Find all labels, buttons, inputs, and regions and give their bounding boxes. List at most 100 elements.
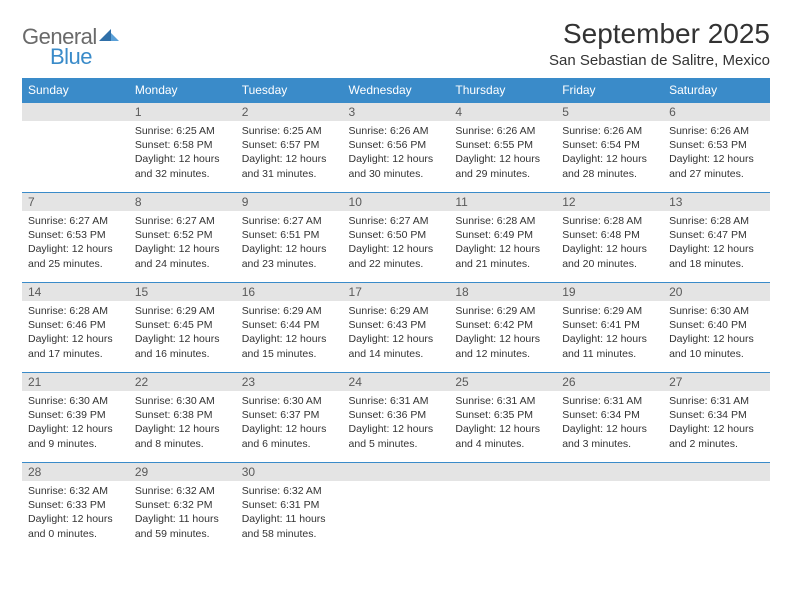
daylight-text: and 29 minutes. — [455, 167, 550, 181]
day-cell — [22, 103, 129, 193]
day-number: 18 — [449, 283, 556, 301]
day-cell: 29Sunrise: 6:32 AMSunset: 6:32 PMDayligh… — [129, 463, 236, 553]
sunrise-text: Sunrise: 6:27 AM — [349, 214, 444, 228]
day-cell — [449, 463, 556, 553]
day-details: Sunrise: 6:26 AMSunset: 6:54 PMDaylight:… — [556, 121, 663, 187]
daylight-text: Daylight: 12 hours — [455, 422, 550, 436]
day-cell: 6Sunrise: 6:26 AMSunset: 6:53 PMDaylight… — [663, 103, 770, 193]
sunrise-text: Sunrise: 6:29 AM — [349, 304, 444, 318]
daylight-text: Daylight: 12 hours — [242, 332, 337, 346]
sunset-text: Sunset: 6:44 PM — [242, 318, 337, 332]
day-details: Sunrise: 6:27 AMSunset: 6:51 PMDaylight:… — [236, 211, 343, 277]
day-details: Sunrise: 6:26 AMSunset: 6:53 PMDaylight:… — [663, 121, 770, 187]
calendar-table: Sunday Monday Tuesday Wednesday Thursday… — [22, 78, 770, 553]
daylight-text: Daylight: 12 hours — [562, 332, 657, 346]
daylight-text: and 6 minutes. — [242, 437, 337, 451]
daylight-text: and 8 minutes. — [135, 437, 230, 451]
day-details: Sunrise: 6:26 AMSunset: 6:56 PMDaylight:… — [343, 121, 450, 187]
day-cell: 8Sunrise: 6:27 AMSunset: 6:52 PMDaylight… — [129, 193, 236, 283]
daylight-text: Daylight: 12 hours — [242, 242, 337, 256]
sunrise-text: Sunrise: 6:25 AM — [242, 124, 337, 138]
daylight-text: Daylight: 12 hours — [562, 422, 657, 436]
daylight-text: and 24 minutes. — [135, 257, 230, 271]
day-cell: 19Sunrise: 6:29 AMSunset: 6:41 PMDayligh… — [556, 283, 663, 373]
sunset-text: Sunset: 6:50 PM — [349, 228, 444, 242]
day-cell: 16Sunrise: 6:29 AMSunset: 6:44 PMDayligh… — [236, 283, 343, 373]
sunset-text: Sunset: 6:31 PM — [242, 498, 337, 512]
sunset-text: Sunset: 6:53 PM — [669, 138, 764, 152]
sunset-text: Sunset: 6:37 PM — [242, 408, 337, 422]
day-number: 15 — [129, 283, 236, 301]
day-details: Sunrise: 6:27 AMSunset: 6:52 PMDaylight:… — [129, 211, 236, 277]
day-cell: 11Sunrise: 6:28 AMSunset: 6:49 PMDayligh… — [449, 193, 556, 283]
day-details: Sunrise: 6:29 AMSunset: 6:45 PMDaylight:… — [129, 301, 236, 367]
daylight-text: and 0 minutes. — [28, 527, 123, 541]
day-number — [449, 463, 556, 481]
day-number: 29 — [129, 463, 236, 481]
daylight-text: and 21 minutes. — [455, 257, 550, 271]
sunrise-text: Sunrise: 6:27 AM — [135, 214, 230, 228]
day-number: 20 — [663, 283, 770, 301]
sunset-text: Sunset: 6:46 PM — [28, 318, 123, 332]
daylight-text: Daylight: 12 hours — [28, 512, 123, 526]
daylight-text: and 27 minutes. — [669, 167, 764, 181]
day-number: 7 — [22, 193, 129, 211]
daylight-text: Daylight: 12 hours — [455, 332, 550, 346]
day-number: 22 — [129, 373, 236, 391]
sunset-text: Sunset: 6:51 PM — [242, 228, 337, 242]
day-details: Sunrise: 6:28 AMSunset: 6:47 PMDaylight:… — [663, 211, 770, 277]
day-number: 11 — [449, 193, 556, 211]
daylight-text: and 20 minutes. — [562, 257, 657, 271]
day-details: Sunrise: 6:31 AMSunset: 6:35 PMDaylight:… — [449, 391, 556, 457]
sunset-text: Sunset: 6:56 PM — [349, 138, 444, 152]
day-header: Saturday — [663, 78, 770, 103]
day-cell: 9Sunrise: 6:27 AMSunset: 6:51 PMDaylight… — [236, 193, 343, 283]
day-number: 8 — [129, 193, 236, 211]
sunrise-text: Sunrise: 6:29 AM — [135, 304, 230, 318]
daylight-text: and 10 minutes. — [669, 347, 764, 361]
day-details: Sunrise: 6:29 AMSunset: 6:42 PMDaylight:… — [449, 301, 556, 367]
daylight-text: Daylight: 12 hours — [349, 242, 444, 256]
sunset-text: Sunset: 6:49 PM — [455, 228, 550, 242]
day-details: Sunrise: 6:31 AMSunset: 6:36 PMDaylight:… — [343, 391, 450, 457]
day-number: 25 — [449, 373, 556, 391]
day-number: 26 — [556, 373, 663, 391]
daylight-text: and 11 minutes. — [562, 347, 657, 361]
day-details: Sunrise: 6:25 AMSunset: 6:57 PMDaylight:… — [236, 121, 343, 187]
day-cell — [663, 463, 770, 553]
day-number: 23 — [236, 373, 343, 391]
sunset-text: Sunset: 6:34 PM — [562, 408, 657, 422]
day-number — [556, 463, 663, 481]
title-block: September 2025 San Sebastian de Salitre,… — [549, 18, 770, 69]
sunset-text: Sunset: 6:58 PM — [135, 138, 230, 152]
day-number: 17 — [343, 283, 450, 301]
day-cell: 24Sunrise: 6:31 AMSunset: 6:36 PMDayligh… — [343, 373, 450, 463]
sunset-text: Sunset: 6:57 PM — [242, 138, 337, 152]
daylight-text: Daylight: 12 hours — [135, 422, 230, 436]
week-row: 21Sunrise: 6:30 AMSunset: 6:39 PMDayligh… — [22, 373, 770, 463]
sunrise-text: Sunrise: 6:28 AM — [562, 214, 657, 228]
day-details: Sunrise: 6:28 AMSunset: 6:46 PMDaylight:… — [22, 301, 129, 367]
sunrise-text: Sunrise: 6:27 AM — [242, 214, 337, 228]
day-number — [343, 463, 450, 481]
daylight-text: Daylight: 12 hours — [28, 332, 123, 346]
sunset-text: Sunset: 6:35 PM — [455, 408, 550, 422]
sunset-text: Sunset: 6:33 PM — [28, 498, 123, 512]
daylight-text: and 30 minutes. — [349, 167, 444, 181]
sunrise-text: Sunrise: 6:26 AM — [562, 124, 657, 138]
day-cell — [343, 463, 450, 553]
day-number: 19 — [556, 283, 663, 301]
day-cell: 3Sunrise: 6:26 AMSunset: 6:56 PMDaylight… — [343, 103, 450, 193]
day-header: Wednesday — [343, 78, 450, 103]
day-cell: 22Sunrise: 6:30 AMSunset: 6:38 PMDayligh… — [129, 373, 236, 463]
sunrise-text: Sunrise: 6:31 AM — [669, 394, 764, 408]
daylight-text: Daylight: 11 hours — [242, 512, 337, 526]
day-cell: 1Sunrise: 6:25 AMSunset: 6:58 PMDaylight… — [129, 103, 236, 193]
sunrise-text: Sunrise: 6:31 AM — [562, 394, 657, 408]
day-cell: 21Sunrise: 6:30 AMSunset: 6:39 PMDayligh… — [22, 373, 129, 463]
day-details: Sunrise: 6:30 AMSunset: 6:38 PMDaylight:… — [129, 391, 236, 457]
day-cell — [556, 463, 663, 553]
day-number: 9 — [236, 193, 343, 211]
day-cell: 13Sunrise: 6:28 AMSunset: 6:47 PMDayligh… — [663, 193, 770, 283]
day-details: Sunrise: 6:31 AMSunset: 6:34 PMDaylight:… — [663, 391, 770, 457]
